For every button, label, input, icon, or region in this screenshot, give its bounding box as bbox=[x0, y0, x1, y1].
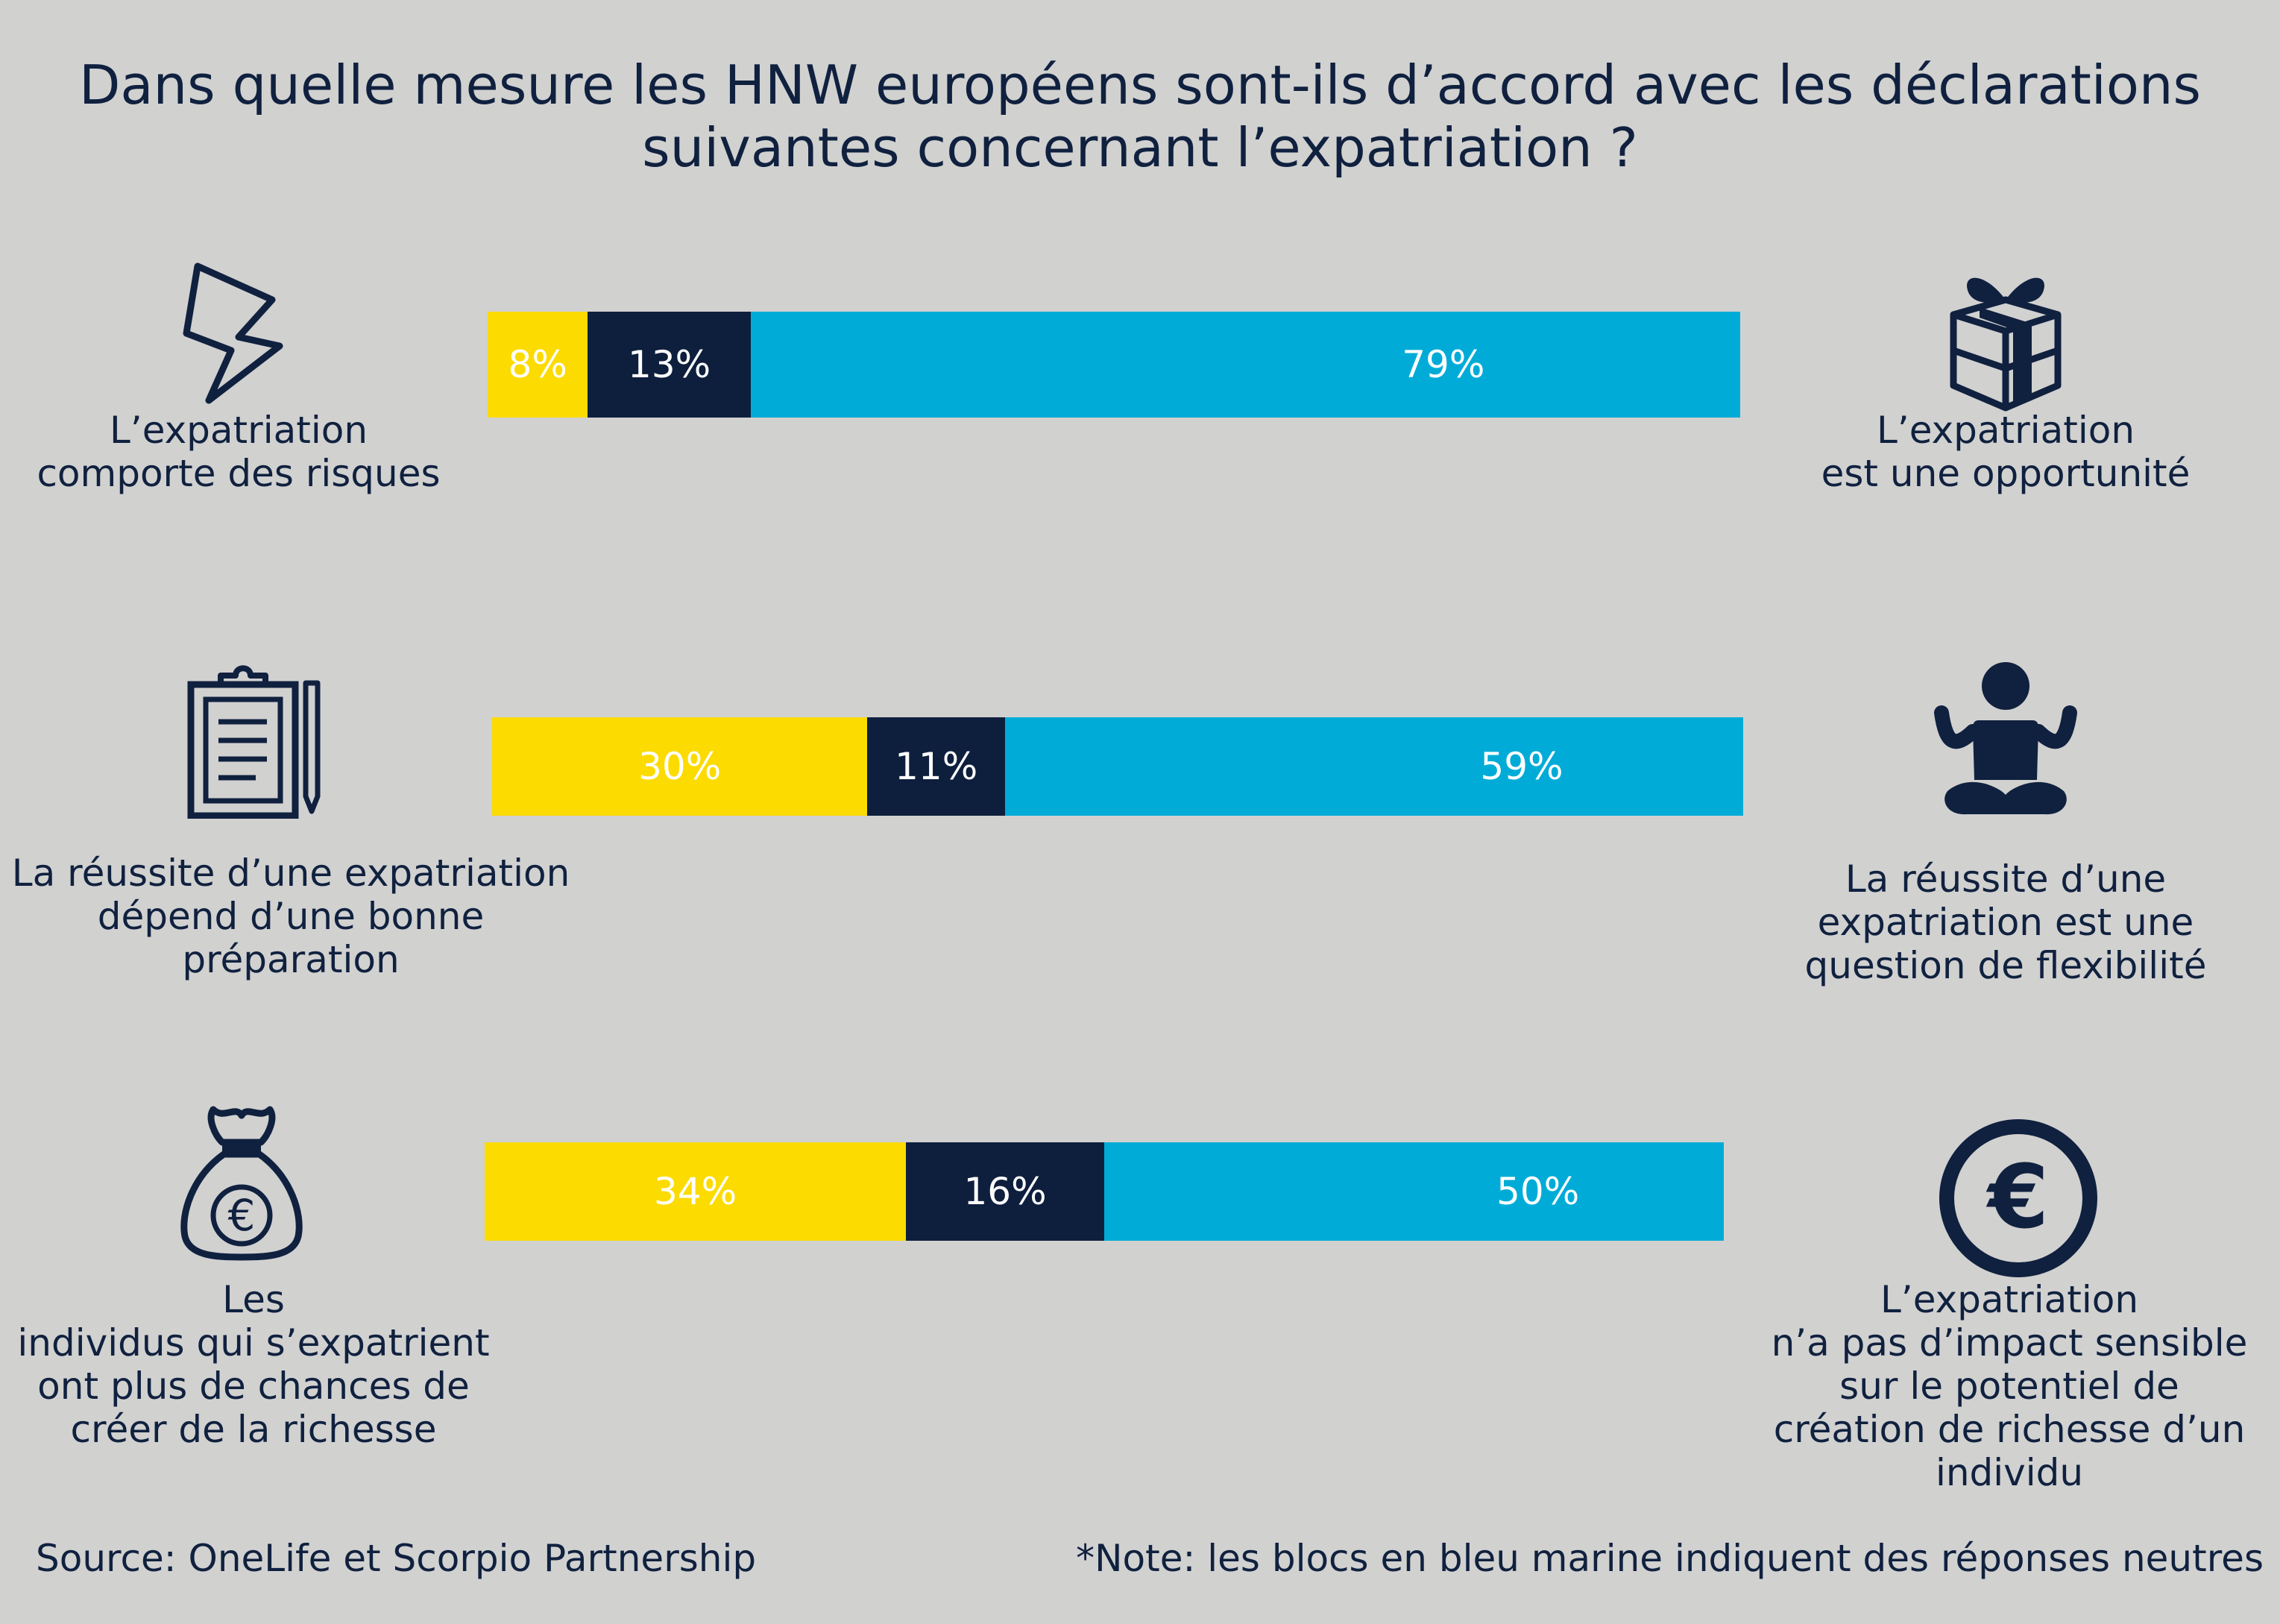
row-2-bar: 30% 11% 59% bbox=[492, 717, 1743, 816]
neutral-note: *Note: les blocs en bleu marine indiquen… bbox=[1076, 1537, 2264, 1580]
row-2-segment-neutral: 11% bbox=[867, 717, 1005, 816]
row-3-value-right: 50% bbox=[1496, 1170, 1580, 1213]
row-2-right-line-1: La réussite d’une bbox=[1845, 857, 2167, 901]
row-3-left-statement: Les individus qui s’expatrient ont plus … bbox=[0, 1278, 507, 1451]
row-3-left-line-1: Les bbox=[222, 1278, 285, 1321]
row-2-left-line-2: dépend d’une bonne bbox=[97, 895, 485, 938]
row-2-value-left: 30% bbox=[638, 745, 722, 788]
chart-title-line-1: Dans quelle mesure les HNW européens son… bbox=[78, 54, 2202, 116]
row-3-right-line-3: sur le potentiel de bbox=[1839, 1365, 2179, 1408]
row-2-value-right: 59% bbox=[1480, 745, 1563, 788]
row-3-left-line-4: créer de la richesse bbox=[70, 1408, 437, 1451]
row-3-right-line-1: L’expatriation bbox=[1880, 1278, 2139, 1321]
chart-title: Dans quelle mesure les HNW européens son… bbox=[0, 54, 2280, 179]
row-2-left-line-1: La réussite d’une expatriation bbox=[11, 852, 570, 895]
row-1-bar: 8% 13% 79% bbox=[488, 312, 1740, 418]
row-3-segment-neutral: 16% bbox=[906, 1142, 1104, 1241]
row-3-left-line-2: individus qui s’expatrient bbox=[17, 1321, 490, 1365]
row-2-left-line-3: préparation bbox=[182, 938, 400, 981]
row-1-right-line-2: est une opportunité bbox=[1821, 452, 2191, 495]
row-2-value-neutral: 11% bbox=[895, 745, 978, 788]
source-note: Source: OneLife et Scorpio Partnership bbox=[36, 1537, 757, 1580]
row-2-segment-right: 59% bbox=[1004, 717, 1743, 816]
clipboard-icon bbox=[187, 665, 321, 819]
row-2-left-statement: La réussite d’une expatriation dépend d’… bbox=[0, 852, 582, 981]
row-2-right-line-2: expatriation est une bbox=[1817, 901, 2194, 944]
row-3-left-line-3: ont plus de chances de bbox=[37, 1365, 470, 1408]
row-1-left-line-1: L’expatriation bbox=[109, 409, 368, 452]
svg-text:€: € bbox=[228, 1190, 256, 1241]
row-3-segment-left: 34% bbox=[485, 1142, 907, 1241]
row-1-value-left: 8% bbox=[508, 343, 567, 386]
row-3-bar: 34% 16% 50% bbox=[485, 1142, 1724, 1241]
chart-title-line-2: suivantes concernant l’expatriation ? bbox=[642, 116, 1638, 179]
row-3-right-statement: L’expatriation n’a pas d’impact sensible… bbox=[1737, 1278, 2280, 1494]
row-3-right-line-2: n’a pas d’impact sensible bbox=[1771, 1321, 2248, 1365]
gift-icon bbox=[1950, 277, 2062, 412]
row-1-segment-neutral: 13% bbox=[588, 312, 751, 418]
row-2-right-line-3: question de flexibilité bbox=[1804, 944, 2207, 987]
row-2-right-statement: La réussite d’une expatriation est une q… bbox=[1737, 857, 2274, 987]
row-3-right-line-4: création de richesse d’un bbox=[1773, 1408, 2246, 1451]
row-3-right-line-5: individu bbox=[1935, 1451, 2084, 1494]
svg-text:€: € bbox=[1985, 1145, 2049, 1248]
row-2-segment-left: 30% bbox=[492, 717, 868, 816]
row-1-left-statement: L’expatriation comporte des risques bbox=[15, 409, 462, 495]
row-3-segment-right: 50% bbox=[1103, 1142, 1724, 1241]
money-bag-icon: € bbox=[180, 1106, 303, 1261]
row-1-value-right: 79% bbox=[1402, 343, 1485, 386]
row-1-value-neutral: 13% bbox=[628, 343, 711, 386]
row-1-right-statement: L’expatriation est une opportunité bbox=[1782, 409, 2229, 495]
row-1-segment-left: 8% bbox=[488, 312, 588, 418]
row-1-left-line-2: comporte des risques bbox=[37, 452, 441, 495]
euro-coin-icon: € bbox=[1939, 1119, 2097, 1277]
meditation-icon bbox=[1934, 662, 2077, 815]
row-1-segment-right: 79% bbox=[750, 312, 1740, 418]
row-3-value-neutral: 16% bbox=[963, 1170, 1047, 1213]
lightning-icon bbox=[183, 262, 283, 404]
row-3-value-left: 34% bbox=[653, 1170, 737, 1213]
row-1-right-line-1: L’expatriation bbox=[1876, 409, 2135, 452]
